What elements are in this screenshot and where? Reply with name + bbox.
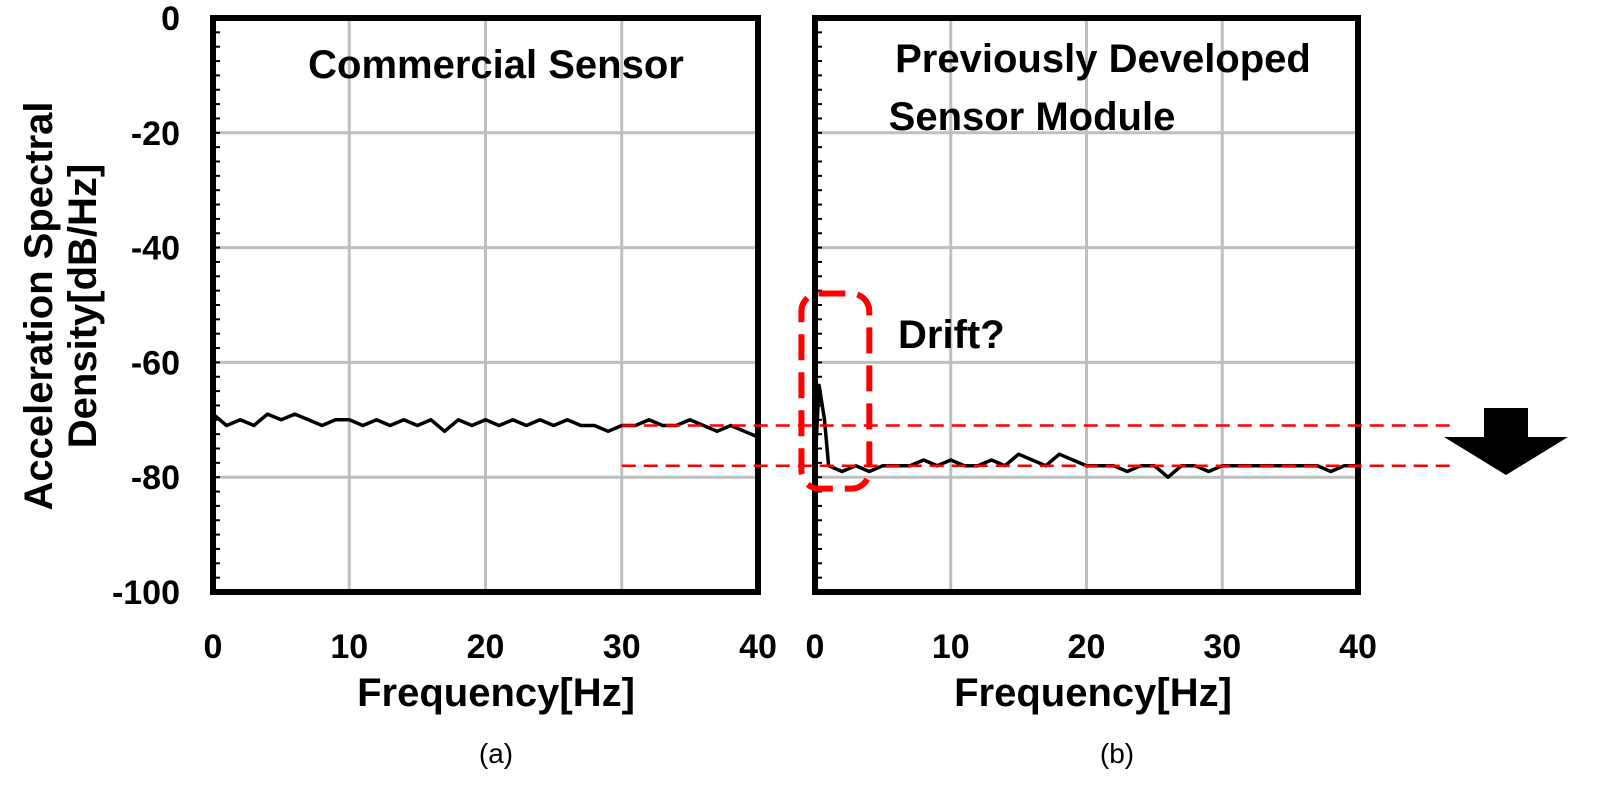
y-tick-label: 0 [161,0,180,38]
panel-b-x-axis-title: Frequency[Hz] [954,671,1232,715]
panel-b-x-tick-label: 0 [806,628,825,666]
down-arrow-icon [1444,408,1568,475]
y-tick-label: -80 [131,459,180,497]
panel-a-x-tick-label: 0 [204,628,223,666]
panel-a-x-axis-title: Frequency[Hz] [357,671,635,715]
panel-a-plot-frame [210,15,761,595]
panel-a-x-tick-label: 30 [603,628,641,666]
drift-annotation: Drift? [898,313,1005,357]
y-tick-label: -60 [131,344,180,382]
panel-a-x-tick-label: 20 [467,628,505,666]
panel-b-x-tick-label: 10 [932,628,970,666]
panel-a-x-tick-label: 10 [330,628,368,666]
panel-b-x-tick-label: 40 [1339,628,1377,666]
y-axis-title-line2: Density[dB/Hz] [61,164,105,448]
panel-b-x-tick-label: 30 [1203,628,1241,666]
y-axis-title-line1: Acceleration Spectral [17,101,61,510]
panel-a-x-tick-label: 40 [739,628,777,666]
panel-a-title: Commercial Sensor [308,43,684,87]
panel-b-plot-frame [812,15,1361,595]
panel-b-title-line2: Sensor Module [889,95,1176,139]
y-tick-label: -20 [131,115,180,153]
panel-b-caption: (b) [1100,738,1134,769]
panel-a-caption: (a) [479,738,513,769]
y-tick-label: -100 [112,574,180,612]
drift-highlight-box [798,290,873,492]
panel-b-title-line1: Previously Developed [895,37,1311,81]
y-tick-label: -40 [131,230,180,268]
panel-b-x-tick-label: 20 [1068,628,1106,666]
